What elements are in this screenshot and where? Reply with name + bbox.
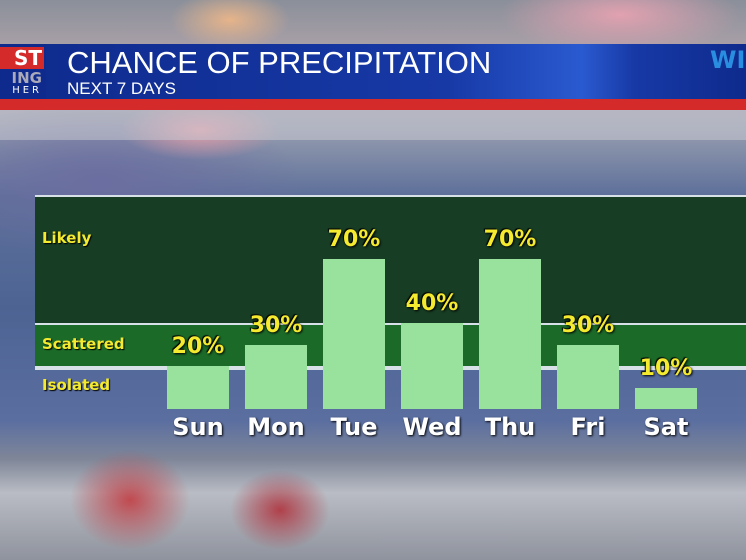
band-likely	[35, 195, 746, 324]
value-label: 70%	[483, 227, 537, 253]
page-title: CHANCE OF PRECIPITATION	[67, 45, 492, 80]
band-isolated	[35, 366, 746, 371]
day-label: Tue	[330, 413, 378, 441]
value-label: 40%	[405, 291, 459, 317]
band-label: Scattered	[42, 335, 125, 354]
band-scattered	[35, 323, 746, 367]
station-brand-logo-left: ST ING HER	[0, 44, 46, 99]
day-label: Fri	[570, 413, 606, 441]
value-label: 20%	[171, 334, 225, 360]
value-label: 10%	[639, 355, 693, 381]
bar-sat	[635, 387, 697, 409]
bar-mon	[245, 344, 307, 409]
day-label: Sun	[172, 413, 224, 441]
band-label: Likely	[42, 229, 92, 247]
value-label: 30%	[561, 312, 615, 338]
value-label: 70%	[327, 227, 381, 253]
value-label: 30%	[249, 312, 303, 338]
header-shadow-band	[0, 110, 746, 140]
header-bar	[0, 44, 746, 99]
bar-tue	[323, 259, 385, 409]
day-label: Wed	[402, 413, 462, 441]
station-logo-right: WI	[710, 46, 746, 74]
bar-fri	[557, 344, 619, 409]
bar-wed	[401, 323, 463, 409]
day-label: Thu	[484, 413, 536, 441]
day-label: Mon	[247, 413, 305, 441]
band-label: Isolated	[42, 376, 111, 395]
day-label: Sat	[643, 413, 689, 441]
bar-sun	[167, 366, 229, 409]
header-red-stripe	[0, 99, 746, 110]
page-subtitle: NEXT 7 DAYS	[67, 79, 176, 98]
bar-thu	[479, 259, 541, 409]
